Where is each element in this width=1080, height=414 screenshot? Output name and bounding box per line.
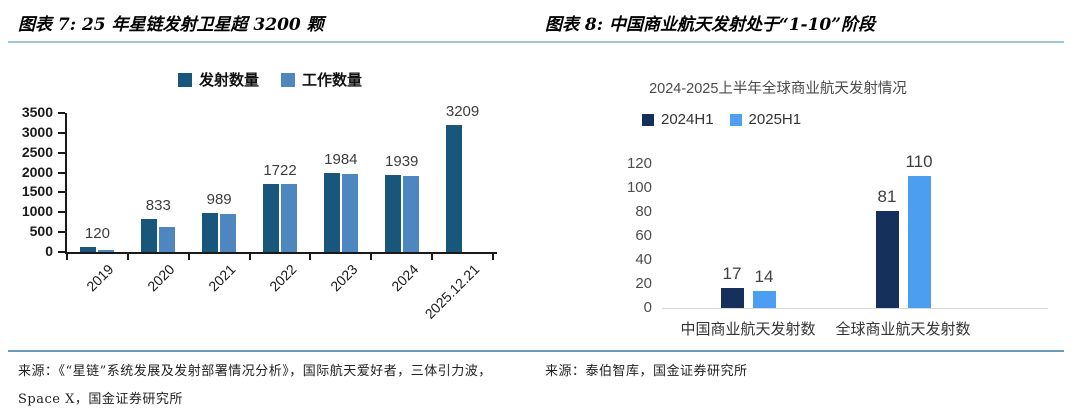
- y-tick-label: 3000: [21, 123, 53, 140]
- y-axis-tick: [58, 191, 65, 194]
- y-axis-tick: [58, 112, 65, 114]
- y-tick-label: 2000: [21, 163, 53, 180]
- value-label: 120: [84, 225, 110, 243]
- figure8-title: 图表 8: 中国商业航天发射处于“1-10”阶段: [545, 15, 876, 35]
- legend-label: 发射数量: [198, 71, 259, 89]
- x-tick-label: 2023: [326, 261, 361, 295]
- x-axis-tick: [66, 254, 68, 260]
- bar: [384, 174, 401, 252]
- x-tick-label: 2024: [387, 261, 422, 295]
- starlink-launch-chart: 发射数量 工作数量 0 500 1000 1500 2000 2500 3000 3500 120…: [0, 55, 540, 345]
- bar: [159, 226, 176, 252]
- y-tick-label: 100: [626, 179, 652, 196]
- bar: [220, 214, 237, 252]
- x-axis-tick: [187, 254, 190, 260]
- bar: [80, 247, 97, 252]
- bar: [875, 210, 899, 308]
- x-axis-tick: [492, 254, 494, 260]
- header-divider-rule: [8, 41, 1064, 43]
- y-axis-tick: [58, 171, 65, 174]
- bar: [341, 173, 358, 252]
- value-label: 1939: [385, 152, 419, 170]
- legend-label: 工作数量: [302, 71, 363, 89]
- bar: [720, 287, 744, 308]
- y-tick-label: 20: [635, 275, 652, 292]
- value-label: 1722: [263, 161, 297, 179]
- legend-item: 2024H1: [642, 111, 714, 128]
- legend-swatch-icon: [642, 113, 654, 126]
- y-tick-label: 0: [643, 299, 652, 316]
- y-tick-label: 1500: [21, 183, 53, 200]
- x-axis-tick: [309, 254, 312, 260]
- starlink-chart-legend: 发射数量 工作数量: [0, 69, 540, 90]
- legend-label: 2024H1: [661, 111, 714, 128]
- y-axis-tick: [58, 211, 65, 214]
- figure7-source-line1: 来源：《“星链”系统发展及发射部署情况分析》，国际航天爱好者，三体引力波，: [18, 364, 492, 379]
- y-tick-label: 1000: [21, 203, 53, 220]
- bar: [402, 175, 419, 252]
- y-axis-tick: [58, 231, 65, 234]
- commercial-chart-title: 2024-2025上半年全球商业航天发射情况: [649, 81, 907, 97]
- x-tick-label: 2019: [83, 261, 117, 295]
- x-tick-label: 2022: [265, 261, 300, 295]
- y-tick-label: 500: [29, 223, 53, 240]
- bar: [141, 218, 158, 252]
- figure8-source: 来源：泰伯智库，国金证券研究所: [545, 364, 748, 379]
- bar: [323, 173, 340, 252]
- footer-divider-rule: [8, 350, 1064, 352]
- y-tick-label: 2500: [21, 143, 53, 160]
- x-tick-label: 2025.12.21: [421, 261, 482, 322]
- figure7-source-line2: Space X，国金证券研究所: [18, 392, 183, 407]
- value-label: 989: [206, 190, 232, 208]
- x-axis-tick: [431, 254, 434, 260]
- value-label: 110: [905, 152, 933, 171]
- value-label: 1984: [324, 151, 358, 169]
- x-tick-label: 中国商业航天发射数: [680, 321, 816, 338]
- y-tick-label: 0: [45, 243, 53, 259]
- value-label: 833: [145, 196, 171, 214]
- y-tick-label: 3500: [21, 104, 53, 120]
- figure7-title: 图表 7: 25 年星链发射卫星超 3200 颗: [18, 15, 324, 35]
- x-tick-label: 2021: [205, 261, 239, 295]
- value-label: 81: [877, 186, 897, 206]
- y-axis-tick: [58, 131, 65, 134]
- commercial-launch-chart: 2024-2025上半年全球商业航天发射情况 2024H1 2025H1 0 20 4…: [540, 55, 1080, 345]
- legend-item: 工作数量: [281, 69, 362, 90]
- bar: [202, 212, 219, 252]
- legend-swatch-icon: [281, 72, 295, 87]
- bar: [263, 183, 279, 252]
- y-tick-label: 60: [635, 227, 652, 244]
- bar: [907, 176, 931, 308]
- y-axis-tick: [58, 151, 65, 154]
- value-label: 3209: [445, 102, 480, 120]
- x-axis-baseline: [662, 308, 1048, 309]
- x-axis-tick: [248, 254, 251, 260]
- bar: [98, 250, 115, 252]
- value-label: 17: [722, 263, 742, 283]
- legend-item: 发射数量: [177, 69, 259, 90]
- legend-swatch-icon: [177, 72, 192, 87]
- value-label: 14: [754, 267, 774, 287]
- bar: [281, 184, 297, 252]
- y-axis-line: [65, 113, 67, 254]
- y-axis-tick: [58, 251, 65, 253]
- x-tick-label: 2020: [144, 261, 178, 295]
- x-axis-tick: [126, 254, 129, 260]
- bar: [752, 291, 776, 308]
- commercial-chart-legend: 2024H1 2025H1: [642, 111, 801, 128]
- x-axis-line: [65, 252, 497, 254]
- x-tick-label: 全球商业航天发射数: [835, 321, 971, 338]
- y-tick-label: 120: [626, 155, 652, 172]
- y-tick-label: 80: [635, 203, 652, 220]
- x-axis-tick: [370, 254, 373, 260]
- legend-swatch-icon: [729, 113, 742, 126]
- y-tick-label: 40: [635, 251, 652, 268]
- bar: [445, 124, 462, 252]
- legend-item: 2025H1: [729, 111, 802, 128]
- legend-label: 2025H1: [748, 111, 802, 128]
